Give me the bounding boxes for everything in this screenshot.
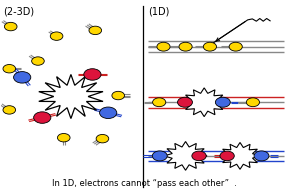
Circle shape <box>34 112 51 123</box>
Circle shape <box>152 151 167 161</box>
Polygon shape <box>183 88 226 117</box>
Circle shape <box>84 69 101 80</box>
Circle shape <box>192 151 206 161</box>
Circle shape <box>215 97 230 107</box>
Circle shape <box>203 42 217 51</box>
Circle shape <box>177 97 192 107</box>
Circle shape <box>220 151 234 161</box>
Circle shape <box>229 42 242 51</box>
Polygon shape <box>164 141 207 170</box>
Circle shape <box>89 26 102 35</box>
Circle shape <box>57 134 70 142</box>
Text: In 1D, electrons cannot “pass each other”  .: In 1D, electrons cannot “pass each other… <box>52 179 236 188</box>
Circle shape <box>3 64 16 73</box>
Circle shape <box>96 135 109 143</box>
Circle shape <box>100 107 117 119</box>
Polygon shape <box>39 74 103 119</box>
Circle shape <box>153 98 166 107</box>
Circle shape <box>112 91 124 100</box>
Text: (1D): (1D) <box>148 6 170 16</box>
Circle shape <box>246 98 259 107</box>
Circle shape <box>14 72 31 83</box>
Circle shape <box>179 42 192 51</box>
Circle shape <box>32 57 44 65</box>
Circle shape <box>157 42 170 51</box>
Text: (2-3D): (2-3D) <box>3 6 35 16</box>
Circle shape <box>4 22 17 31</box>
Circle shape <box>3 106 16 114</box>
Polygon shape <box>220 142 260 169</box>
Circle shape <box>50 32 63 40</box>
Circle shape <box>254 151 269 161</box>
